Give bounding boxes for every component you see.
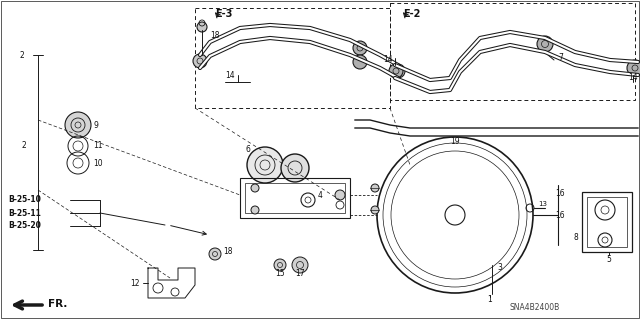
Text: 10: 10	[93, 159, 102, 167]
Text: 1: 1	[488, 295, 492, 305]
Circle shape	[197, 22, 207, 32]
Circle shape	[335, 190, 345, 200]
Circle shape	[371, 184, 379, 192]
Text: 16: 16	[555, 211, 564, 219]
Text: 14: 14	[628, 73, 638, 83]
Bar	[240, 178, 350, 218]
Text: 15: 15	[275, 270, 285, 278]
Circle shape	[193, 54, 207, 68]
Circle shape	[251, 184, 259, 192]
Text: 8: 8	[574, 233, 579, 241]
Text: 16: 16	[555, 189, 564, 197]
Circle shape	[391, 64, 405, 78]
Text: B-25-10: B-25-10	[8, 196, 41, 204]
Circle shape	[251, 206, 259, 214]
Bar	[582, 192, 632, 252]
Text: 12: 12	[131, 278, 140, 287]
Circle shape	[281, 154, 309, 182]
Text: B-25-20: B-25-20	[8, 221, 41, 231]
Text: E-2: E-2	[403, 9, 420, 19]
Text: 17: 17	[295, 270, 305, 278]
Text: 14: 14	[383, 55, 393, 63]
Text: B-25-11: B-25-11	[8, 209, 41, 218]
Circle shape	[389, 64, 403, 78]
Bar	[390, 3, 635, 100]
Text: 14: 14	[225, 71, 235, 80]
Circle shape	[209, 248, 221, 260]
Text: 4: 4	[318, 191, 323, 201]
Text: 2: 2	[22, 140, 27, 150]
Text: 18: 18	[210, 31, 220, 40]
Circle shape	[371, 206, 379, 214]
Text: 2: 2	[20, 50, 25, 60]
Text: 19: 19	[450, 137, 460, 146]
Circle shape	[65, 112, 91, 138]
Text: SNA4B2400B: SNA4B2400B	[510, 303, 560, 313]
Circle shape	[353, 41, 367, 55]
Circle shape	[247, 147, 283, 183]
Circle shape	[274, 259, 286, 271]
Text: 5: 5	[607, 256, 611, 264]
Circle shape	[292, 257, 308, 273]
Bar	[195, 8, 390, 108]
Bar	[245, 183, 345, 213]
Text: 3: 3	[497, 263, 502, 272]
Circle shape	[537, 36, 553, 52]
Text: E-3: E-3	[215, 9, 232, 19]
Bar	[587, 197, 627, 247]
Text: 6: 6	[245, 145, 250, 154]
Text: FR.: FR.	[48, 299, 67, 309]
Text: 9: 9	[93, 121, 98, 130]
Text: 13: 13	[538, 201, 547, 207]
Circle shape	[353, 55, 367, 69]
Text: 18: 18	[223, 248, 232, 256]
Text: 7: 7	[558, 54, 563, 63]
Text: 11: 11	[93, 142, 102, 151]
Circle shape	[627, 60, 640, 76]
